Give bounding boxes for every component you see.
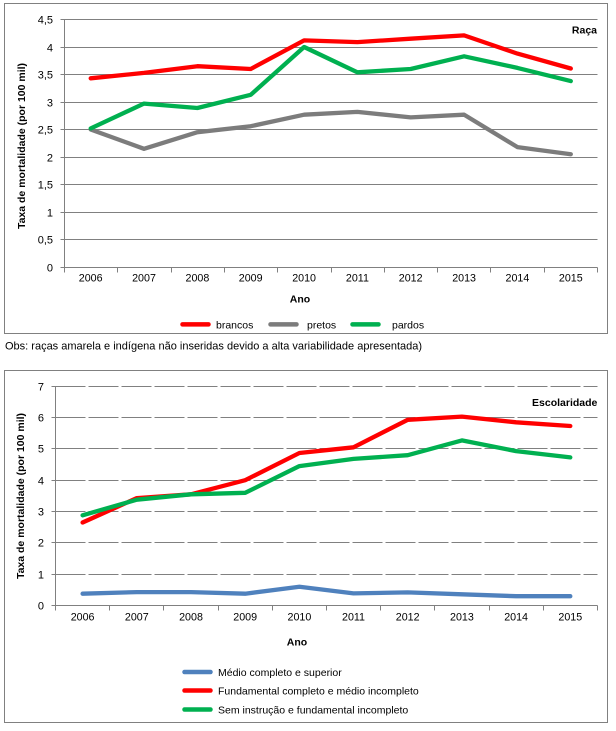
svg-text:Ano: Ano — [290, 294, 310, 306]
svg-text:Médio completo e superior: Médio completo e superior — [218, 667, 342, 679]
svg-text:2006: 2006 — [79, 273, 103, 285]
svg-text:2010: 2010 — [292, 273, 316, 285]
svg-text:2015: 2015 — [559, 273, 583, 285]
svg-text:0,5: 0,5 — [38, 235, 53, 247]
svg-text:2012: 2012 — [396, 612, 420, 624]
svg-text:Obs: raças amarela e indígena: Obs: raças amarela e indígena não inseri… — [5, 341, 422, 353]
svg-text:2011: 2011 — [342, 612, 365, 624]
svg-text:2014: 2014 — [506, 273, 530, 285]
svg-text:2,5: 2,5 — [38, 125, 53, 137]
svg-text:Taxa de mortalidade (por 100 m: Taxa de mortalidade (por 100 mil) — [16, 63, 28, 229]
svg-text:2006: 2006 — [71, 612, 95, 624]
svg-text:0: 0 — [38, 601, 44, 613]
svg-text:3: 3 — [47, 98, 53, 110]
svg-text:2007: 2007 — [125, 612, 149, 624]
svg-text:1: 1 — [47, 208, 53, 220]
svg-text:brancos: brancos — [216, 320, 253, 332]
svg-text:pretos: pretos — [307, 320, 336, 332]
svg-text:3: 3 — [38, 507, 44, 519]
svg-text:6: 6 — [38, 413, 44, 425]
svg-text:Fundamental completo e médio i: Fundamental completo e médio incompleto — [218, 686, 419, 698]
svg-text:Taxa de mortalidade (por 100 m: Taxa de mortalidade (por 100 mil) — [15, 413, 27, 579]
svg-text:2012: 2012 — [399, 273, 423, 285]
svg-text:Escolaridade: Escolaridade — [532, 397, 598, 409]
svg-text:2015: 2015 — [558, 612, 582, 624]
svg-text:2: 2 — [38, 538, 44, 550]
svg-text:4,5: 4,5 — [38, 15, 53, 27]
svg-text:2009: 2009 — [233, 612, 257, 624]
svg-text:7: 7 — [38, 382, 44, 394]
svg-text:Sem instrução e fundamental in: Sem instrução e fundamental incompleto — [218, 705, 408, 717]
svg-text:2008: 2008 — [186, 273, 210, 285]
svg-text:3,5: 3,5 — [38, 70, 53, 82]
svg-text:Raça: Raça — [572, 25, 597, 37]
svg-text:2007: 2007 — [132, 273, 156, 285]
svg-text:2013: 2013 — [452, 273, 476, 285]
svg-text:2009: 2009 — [239, 273, 263, 285]
svg-text:Ano: Ano — [287, 637, 307, 649]
svg-text:pardos: pardos — [392, 320, 424, 332]
svg-text:4: 4 — [47, 43, 53, 55]
svg-text:2014: 2014 — [504, 612, 528, 624]
svg-text:2: 2 — [47, 153, 53, 165]
svg-text:2013: 2013 — [450, 612, 474, 624]
svg-text:2011: 2011 — [346, 273, 369, 285]
svg-text:2008: 2008 — [179, 612, 203, 624]
svg-text:2010: 2010 — [288, 612, 312, 624]
svg-text:1: 1 — [38, 570, 44, 582]
svg-text:0: 0 — [47, 263, 53, 275]
svg-text:4: 4 — [38, 476, 44, 488]
svg-text:5: 5 — [38, 444, 44, 456]
svg-text:1,5: 1,5 — [38, 180, 53, 192]
